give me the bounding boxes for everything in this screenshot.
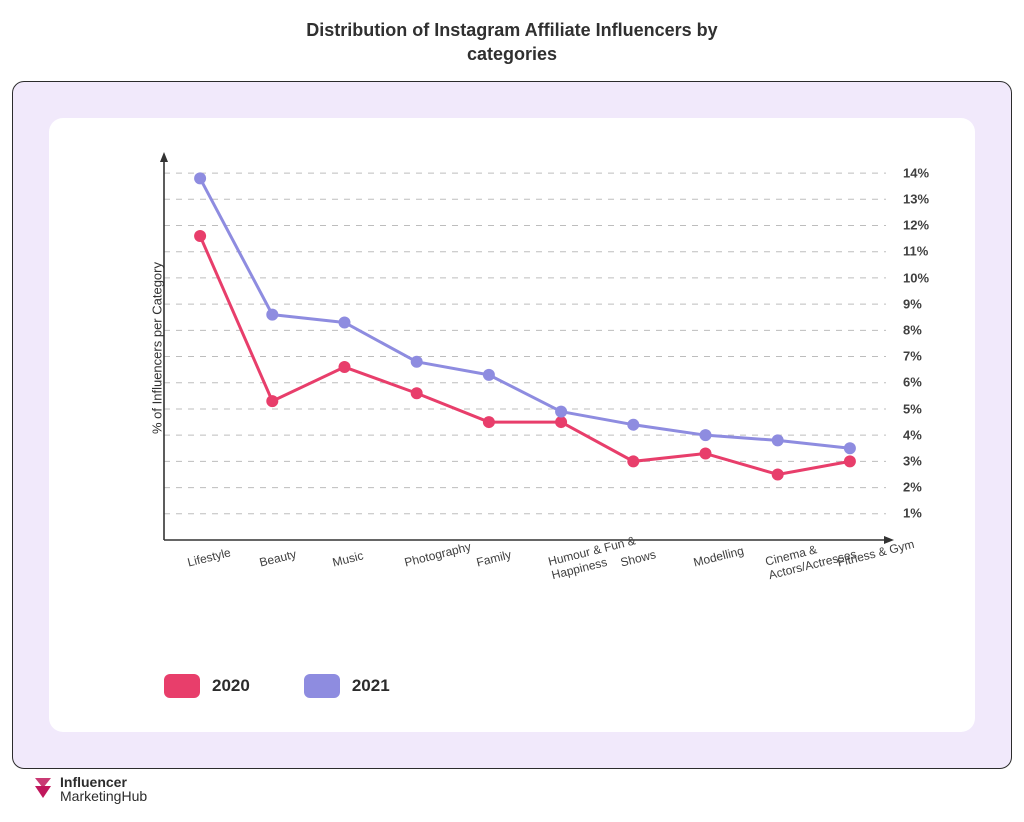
inner-card: % of Influencers per Category 1% 2% 3% 4% 5%… xyxy=(49,118,975,732)
legend: 2020 2021 xyxy=(164,674,390,698)
logo-rest: MarketingHub xyxy=(60,788,147,804)
xtick-label: Beauty xyxy=(258,547,298,570)
logo-icon xyxy=(32,776,54,802)
ytick-label: 4% xyxy=(903,427,922,442)
ytick-label: 3% xyxy=(903,453,922,468)
legend-label-2021: 2021 xyxy=(352,676,390,696)
legend-item-2021: 2021 xyxy=(304,674,390,698)
ytick-label: 7% xyxy=(903,349,922,364)
title-line-2: categories xyxy=(0,42,1024,66)
ytick-label: 8% xyxy=(903,322,922,337)
legend-item-2020: 2020 xyxy=(164,674,250,698)
xtick-label: Modelling xyxy=(692,543,745,569)
ytick-label: 13% xyxy=(903,191,929,206)
ytick-label: 5% xyxy=(903,401,922,416)
ytick-label: 12% xyxy=(903,218,929,233)
ytick-label: 1% xyxy=(903,506,922,521)
ytick-label: 6% xyxy=(903,375,922,390)
ytick-label: 11% xyxy=(903,244,928,259)
y-axis-label: % of Influencers per Category xyxy=(149,262,164,434)
outer-card: % of Influencers per Category 1% 2% 3% 4% 5%… xyxy=(12,81,1012,769)
plot-area xyxy=(164,160,886,540)
xtick-label: Music xyxy=(331,548,365,569)
xtick-label: Family xyxy=(475,547,513,569)
ytick-label: 14% xyxy=(903,165,929,180)
title-line-1: Distribution of Instagram Affiliate Infl… xyxy=(0,18,1024,42)
ytick-label: 9% xyxy=(903,296,922,311)
logo-text: Influencer MarketingHub xyxy=(60,775,147,804)
chart-title: Distribution of Instagram Affiliate Infl… xyxy=(0,0,1024,67)
legend-swatch-2021 xyxy=(304,674,340,698)
chart-svg xyxy=(164,160,886,540)
legend-label-2020: 2020 xyxy=(212,676,250,696)
legend-swatch-2020 xyxy=(164,674,200,698)
logo-strong: Influencer xyxy=(60,774,127,790)
brand-logo: Influencer MarketingHub xyxy=(32,775,147,804)
ytick-label: 2% xyxy=(903,480,922,495)
xtick-label: Lifestyle xyxy=(186,545,232,569)
xtick-label: Photography xyxy=(403,539,472,569)
ytick-label: 10% xyxy=(903,270,929,285)
